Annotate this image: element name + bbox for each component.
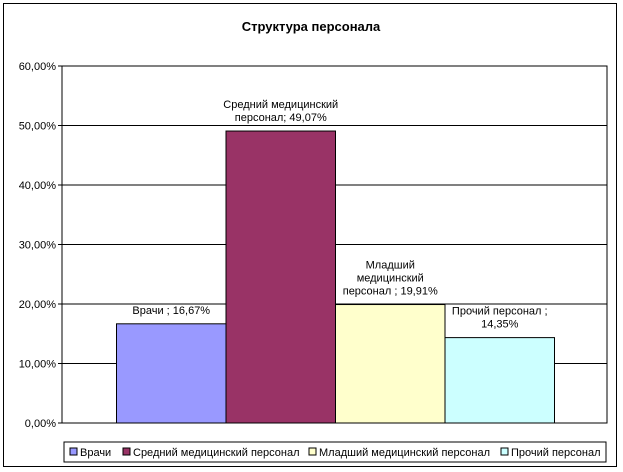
y-tick-label: 20,00%	[19, 299, 57, 311]
bar	[444, 337, 555, 424]
bar	[116, 323, 227, 424]
y-tick-label: 0,00%	[25, 418, 56, 430]
bar	[335, 304, 446, 424]
legend-swatch	[122, 447, 131, 456]
legend-label: Средний медицинский персонал	[133, 447, 300, 459]
bar	[225, 130, 336, 424]
chart-title: Структура персонала	[242, 19, 381, 34]
legend-box	[63, 441, 607, 463]
legend-label: Прочий персонал	[511, 447, 601, 459]
y-tick-label: 60,00%	[19, 61, 57, 73]
legend-swatch	[500, 447, 509, 456]
legend-swatch	[69, 447, 78, 456]
data-labels: Врачи ; 16,67% Средний медицинский персона…	[132, 99, 547, 331]
y-tick-label: 30,00%	[19, 240, 57, 252]
legend-label: Врачи	[80, 447, 111, 459]
y-tick-label: 50,00%	[19, 121, 57, 133]
data-label: Средний медицинский персонал; 49,07%	[223, 99, 338, 124]
y-axis-ticks: 0,00% 10,00% 20,00% 30,00% 40,00% 50,00% 60,00…	[19, 61, 62, 430]
data-label: Прочий персонал ; 14,35%	[452, 306, 548, 331]
y-tick-label: 40,00%	[19, 180, 57, 192]
legend-label: Младший медицинский персонал	[319, 447, 490, 459]
legend-swatch	[308, 447, 317, 456]
data-label: Младший медицинский персонал ; 19,91%	[343, 260, 438, 298]
bars	[116, 130, 555, 424]
legend: Врачи Средний медицинский персонал Младший…	[63, 441, 607, 463]
y-tick-label: 10,00%	[19, 359, 57, 371]
data-label: Врачи ; 16,67%	[132, 305, 210, 317]
